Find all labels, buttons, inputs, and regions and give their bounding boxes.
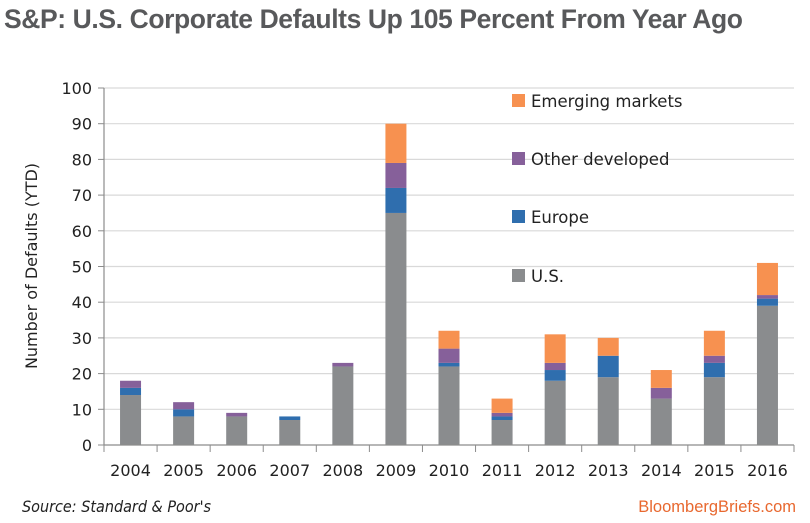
y-tick-label: 20 — [72, 365, 92, 384]
y-tick-label: 60 — [72, 222, 92, 241]
x-tick-label: 2004 — [110, 461, 151, 480]
bar-segment-emerging-markets-2009 — [385, 123, 407, 163]
bar-segment-other-developed-2012 — [544, 362, 566, 371]
bar-segment-other-developed-2004 — [120, 380, 142, 388]
bar-segment-other-developed-2009 — [385, 162, 407, 188]
bar-segment-emerging-markets-2014 — [650, 370, 672, 388]
y-tick-label: 40 — [72, 293, 92, 312]
y-tick-label: 80 — [72, 150, 92, 169]
bar-segment-europe-2015 — [703, 362, 725, 378]
bar-segment-europe-2009 — [385, 187, 407, 213]
bar-segment-europe-2005 — [173, 409, 195, 417]
legend-swatch-other-developed — [512, 152, 525, 165]
bar-segment-u-s-2011 — [491, 420, 513, 445]
x-tick-label: 2007 — [269, 461, 310, 480]
chart-title: S&P: U.S. Corporate Defaults Up 105 Perc… — [4, 4, 743, 34]
bar-segment-u-s-2015 — [703, 377, 725, 445]
bar-segment-u-s-2005 — [173, 416, 195, 445]
bars — [120, 123, 778, 445]
x-tick-label: 2010 — [429, 461, 470, 480]
x-tick-label: 2016 — [747, 461, 788, 480]
legend-swatch-europe — [512, 210, 525, 223]
bar-segment-u-s-2007 — [279, 420, 301, 445]
bar-segment-emerging-markets-2016 — [756, 262, 778, 296]
bar-segment-europe-2016 — [756, 298, 778, 306]
x-tick-label: 2009 — [376, 461, 417, 480]
bar-segment-emerging-markets-2012 — [544, 334, 566, 363]
bar-segment-other-developed-2011 — [491, 412, 513, 417]
y-tick-label: 70 — [72, 186, 92, 205]
legend-label-other-developed: Other developed — [531, 150, 669, 169]
bar-segment-other-developed-2005 — [173, 402, 195, 410]
bar-segment-other-developed-2015 — [703, 355, 725, 363]
bar-segment-emerging-markets-2010 — [438, 330, 460, 349]
bar-segment-other-developed-2006 — [226, 412, 248, 417]
bar-segment-europe-2011 — [491, 416, 513, 421]
x-tick-label: 2006 — [216, 461, 257, 480]
bar-segment-other-developed-2010 — [438, 348, 460, 363]
y-tick-label: 100 — [61, 79, 92, 98]
y-axis-label: Number of Defaults (YTD) — [22, 163, 41, 369]
legend-swatch-u-s — [512, 269, 525, 282]
y-tick-label: 10 — [72, 400, 92, 419]
y-tick-label: 0 — [82, 436, 92, 455]
x-tick-labels: 2004 2005 2006 2007 2008 2009 2010 2011 2012 2013… — [110, 461, 788, 480]
bar-segment-europe-2010 — [438, 362, 460, 367]
bar-segment-other-developed-2008 — [332, 362, 354, 367]
legend-label-europe: Europe — [531, 208, 589, 227]
bar-segment-europe-2012 — [544, 370, 566, 381]
bar-segment-emerging-markets-2013 — [597, 337, 619, 356]
bar-segment-europe-2013 — [597, 355, 619, 378]
y-tick-label: 30 — [72, 329, 92, 348]
bar-segment-europe-2007 — [279, 416, 301, 421]
legend-swatch-emerging-markets — [512, 94, 525, 107]
bar-segment-u-s-2006 — [226, 416, 248, 445]
source-note: Source: Standard & Poor's — [22, 497, 212, 516]
bar-segment-other-developed-2016 — [756, 295, 778, 299]
x-tick-label: 2011 — [482, 461, 523, 480]
bar-segment-u-s-2009 — [385, 212, 407, 445]
bar-segment-u-s-2016 — [756, 305, 778, 445]
y-tick-label: 90 — [72, 115, 92, 134]
bar-segment-emerging-markets-2011 — [491, 398, 513, 413]
legend: Emerging markets Other developed Europe U.S… — [512, 92, 683, 286]
bar-segment-u-s-2013 — [597, 377, 619, 445]
x-tick-label: 2005 — [163, 461, 204, 480]
bar-segment-u-s-2010 — [438, 366, 460, 445]
x-tick-label: 2013 — [588, 461, 629, 480]
x-tick-label: 2012 — [535, 461, 576, 480]
bar-segment-emerging-markets-2015 — [703, 330, 725, 356]
axes — [98, 87, 795, 452]
x-tick-label: 2015 — [694, 461, 735, 480]
legend-label-u-s: U.S. — [531, 267, 564, 286]
bar-segment-europe-2004 — [120, 387, 142, 396]
bar-segment-u-s-2012 — [544, 380, 566, 445]
bar-segment-u-s-2014 — [650, 398, 672, 445]
y-tick-labels: 0 10 20 30 40 50 60 70 80 90 100 — [61, 79, 92, 455]
bar-segment-u-s-2008 — [332, 366, 354, 445]
bar-segment-u-s-2004 — [120, 395, 142, 445]
brand-link[interactable]: BloombergBriefs.com — [638, 498, 796, 516]
x-tick-label: 2008 — [322, 461, 363, 480]
legend-label-emerging-markets: Emerging markets — [531, 92, 683, 111]
bar-segment-other-developed-2014 — [650, 387, 672, 399]
y-tick-label: 50 — [72, 258, 92, 277]
x-tick-label: 2014 — [641, 461, 682, 480]
